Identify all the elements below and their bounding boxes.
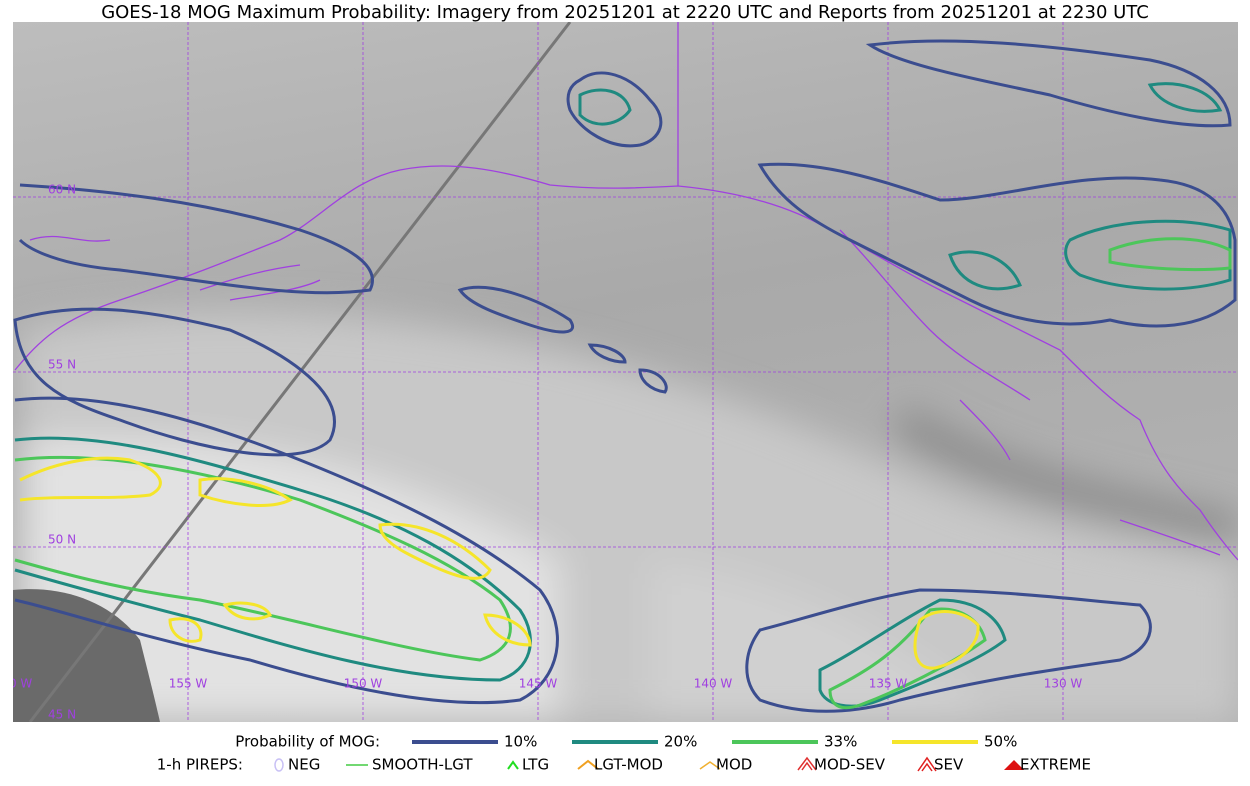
- legend-label: MOD-SEV: [814, 756, 886, 774]
- lon-label: 150 W: [344, 677, 383, 691]
- legend-label: 10%: [504, 733, 537, 751]
- legend-label: 20%: [664, 733, 697, 751]
- lat-label: 45 N: [48, 708, 76, 722]
- lon-labels: 160 W 155 W 150 W 145 W 140 W 135 W 130 W: [0, 677, 1083, 691]
- legend-label: SMOOTH-LGT: [372, 756, 473, 774]
- title: GOES-18 MOG Maximum Probability: Imagery…: [101, 2, 1149, 23]
- lon-label: 135 W: [869, 677, 908, 691]
- pirep-icon: [1004, 760, 1024, 770]
- lat-labels: 60 N 55 N 50 N 45 N: [48, 183, 76, 722]
- lon-label: 140 W: [694, 677, 733, 691]
- lon-label: 155 W: [169, 677, 208, 691]
- pirep-icon: [797, 756, 817, 771]
- lon-label: 130 W: [1044, 677, 1083, 691]
- legend-label: NEG: [288, 756, 320, 774]
- legend-label: LTG: [522, 756, 549, 774]
- legend-title: Probability of MOG:: [235, 733, 380, 751]
- pirep-icon: [507, 760, 519, 770]
- legend-title: 1-h PIREPS:: [157, 756, 243, 774]
- lon-label: 145 W: [519, 677, 558, 691]
- pirep-icon: [917, 756, 937, 772]
- pirep-icon: [577, 759, 599, 770]
- legend-label: 33%: [824, 733, 857, 751]
- legend-label: LGT-MOD: [594, 756, 663, 774]
- legend-label: EXTREME: [1020, 756, 1091, 774]
- map: 60 N 55 N 50 N 45 N 160 W 155 W 150 W 145 W 140…: [0, 22, 1238, 722]
- grid-lines: [13, 22, 1238, 722]
- lon-label: 160 W: [0, 677, 32, 691]
- legend-label: SEV: [934, 756, 964, 774]
- lat-label: 60 N: [48, 183, 76, 197]
- pirep-icon: [274, 758, 284, 772]
- lat-label: 50 N: [48, 533, 76, 547]
- dark-region: [13, 589, 160, 722]
- legend-label: 50%: [984, 733, 1017, 751]
- lat-label: 55 N: [48, 358, 76, 372]
- legend-label: MOD: [716, 756, 752, 774]
- legend: Probability of MOG: 10% 20% 33% 50% 1-h PIREP…: [157, 733, 1091, 774]
- contours: [13, 39, 1237, 713]
- pirep-icon: [699, 761, 721, 770]
